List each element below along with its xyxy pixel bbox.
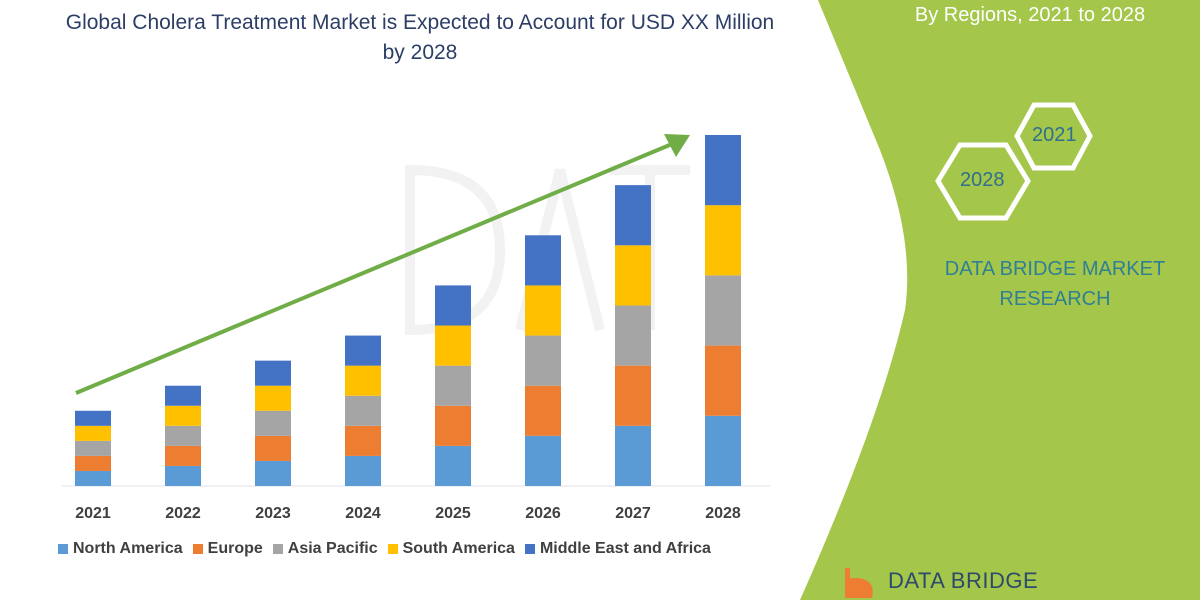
legend-label: North America: [73, 540, 183, 557]
legend-label: Asia Pacific: [287, 540, 378, 557]
bar-segment-asia-pacific-2023: [255, 410, 291, 436]
bar-segment-europe-2022: [165, 445, 201, 466]
x-tick-label: 2027: [615, 505, 651, 522]
legend-item: South America: [387, 540, 515, 558]
bar-segment-europe-2021: [75, 455, 111, 471]
legend-item: Europe: [192, 540, 263, 558]
bar-segment-north-america-2021: [75, 470, 111, 486]
legend-swatch: [387, 544, 398, 554]
bar-segment-europe-2026: [525, 385, 561, 436]
x-tick-label: 2022: [165, 505, 201, 522]
bar-segment-north-america-2028: [705, 415, 741, 486]
bar-segment-south-america-2023: [255, 385, 291, 411]
x-tick-label: 2025: [435, 505, 471, 522]
bar-segment-asia-pacific-2027: [615, 305, 651, 366]
bar-segment-middle-east-and-africa-2022: [165, 385, 201, 406]
bar-segment-south-america-2022: [165, 405, 201, 426]
bar-segment-north-america-2023: [255, 460, 291, 486]
x-tick-label: 2028: [705, 505, 741, 522]
chart-title: Global Cholera Treatment Market is Expec…: [65, 11, 775, 64]
trend-arrow-head-icon: [664, 134, 690, 157]
legend-item: North America: [58, 540, 183, 558]
bar-segment-north-america-2025: [435, 445, 471, 486]
bar-segment-north-america-2026: [525, 435, 561, 486]
bar-segment-europe-2025: [435, 405, 471, 446]
bar-segment-asia-pacific-2024: [345, 395, 381, 426]
bar-segment-middle-east-and-africa-2024: [345, 335, 381, 366]
x-tick-label: 2023: [255, 505, 291, 522]
bar-segment-middle-east-and-africa-2025: [435, 285, 471, 326]
bar-segment-europe-2024: [345, 425, 381, 456]
bar-segment-asia-pacific-2028: [705, 275, 741, 346]
bar-segment-middle-east-and-africa-2023: [255, 360, 291, 386]
x-tick-label: 2026: [525, 505, 561, 522]
trend-arrow-line: [75, 142, 673, 395]
subtitle: By Regions, 2021 to 2028: [914, 4, 1146, 26]
bar-segment-asia-pacific-2025: [435, 365, 471, 406]
bar-segment-europe-2023: [255, 435, 291, 461]
bar-segment-north-america-2024: [345, 455, 381, 486]
bar-segment-north-america-2027: [615, 425, 651, 486]
legend-swatch: [524, 544, 535, 554]
legend-item: Middle East and Africa: [524, 540, 711, 558]
green-panel: [800, 0, 1200, 600]
bar-segment-asia-pacific-2021: [75, 440, 111, 456]
bar-segment-europe-2028: [705, 345, 741, 416]
legend: North America Europe Asia Pacific South Ame…: [58, 540, 711, 558]
x-tick-label: 2021: [75, 505, 111, 522]
bar-segment-south-america-2026: [525, 285, 561, 336]
logo-icon: [845, 568, 873, 598]
brand-text: DATA BRIDGE MARKET RESEARCH: [944, 258, 1166, 310]
x-tick-label: 2024: [345, 505, 381, 522]
legend-swatch: [58, 544, 68, 554]
bar-segment-asia-pacific-2022: [165, 425, 201, 446]
bar-segment-south-america-2028: [705, 205, 741, 276]
bar-segment-middle-east-and-africa-2027: [615, 185, 651, 246]
hex-label-2021: 2021: [1032, 124, 1077, 146]
hexagon-2028: [935, 142, 1031, 221]
bar-segment-south-america-2025: [435, 325, 471, 366]
bar-segment-europe-2027: [615, 365, 651, 426]
legend-label: Middle East and Africa: [539, 540, 711, 557]
bar-segment-middle-east-and-africa-2028: [705, 134, 741, 206]
legend-swatch: [192, 544, 203, 554]
bar-segment-middle-east-and-africa-2021: [75, 410, 111, 426]
bar-segment-asia-pacific-2026: [525, 335, 561, 386]
legend-item: Asia Pacific: [272, 540, 378, 558]
legend-label: South America: [402, 540, 515, 557]
bar-segment-middle-east-and-africa-2026: [525, 235, 561, 286]
legend-swatch: [272, 544, 283, 554]
bar-segment-south-america-2021: [75, 425, 111, 441]
bar-segment-south-america-2027: [615, 245, 651, 306]
bar-segment-south-america-2024: [345, 365, 381, 396]
logo-text: DATA BRIDGE: [888, 568, 1039, 593]
bar-segment-north-america-2022: [165, 465, 201, 486]
hexagon-2021: [1014, 102, 1093, 171]
legend-label: Europe: [207, 540, 263, 557]
hex-label-2028: 2028: [960, 169, 1005, 191]
